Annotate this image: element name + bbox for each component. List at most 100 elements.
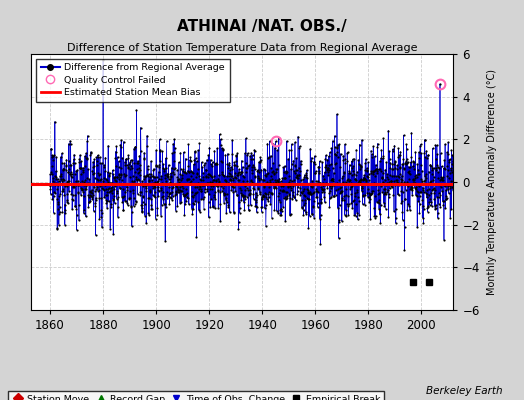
Point <box>334 154 342 161</box>
Point <box>178 174 186 181</box>
Point <box>68 184 77 190</box>
Point <box>336 189 344 196</box>
Point <box>188 168 196 175</box>
Point <box>268 169 277 176</box>
Point <box>422 148 431 154</box>
Point <box>146 187 154 193</box>
Point <box>136 124 145 131</box>
Point <box>67 162 75 168</box>
Point <box>85 192 94 198</box>
Point <box>357 163 365 169</box>
Point <box>402 141 411 148</box>
Point <box>294 133 302 140</box>
Point <box>286 177 294 183</box>
Point <box>431 202 439 209</box>
Point <box>312 194 320 200</box>
Point <box>227 183 236 190</box>
Point <box>163 173 172 179</box>
Point <box>441 166 449 172</box>
Point <box>372 213 380 219</box>
Point <box>164 173 172 180</box>
Point <box>427 178 435 184</box>
Point <box>66 178 74 184</box>
Point <box>174 176 183 182</box>
Point <box>301 209 310 216</box>
Point <box>353 189 361 195</box>
Point <box>171 180 180 187</box>
Point <box>255 175 264 181</box>
Point <box>160 180 168 187</box>
Point <box>348 172 357 178</box>
Point <box>190 192 199 198</box>
Point <box>247 167 256 173</box>
Point <box>63 179 72 186</box>
Point <box>314 178 322 184</box>
Point <box>259 166 268 172</box>
Point <box>90 162 98 169</box>
Point <box>107 204 115 210</box>
Point <box>374 191 383 198</box>
Point <box>159 200 168 207</box>
Point <box>206 178 214 185</box>
Point <box>81 153 89 159</box>
Point <box>226 166 235 173</box>
Point <box>210 148 219 154</box>
Point <box>262 202 270 208</box>
Point <box>304 188 313 195</box>
Point <box>167 170 175 176</box>
Point <box>418 180 427 186</box>
Point <box>341 212 349 218</box>
Point <box>189 170 197 176</box>
Point <box>271 180 279 186</box>
Point <box>331 144 339 151</box>
Point <box>392 179 401 186</box>
Point <box>122 156 130 162</box>
Point <box>49 178 57 184</box>
Point <box>228 151 237 158</box>
Point <box>57 171 66 178</box>
Point <box>313 180 321 187</box>
Point <box>303 186 311 192</box>
Point <box>49 153 57 160</box>
Point <box>231 188 239 194</box>
Point <box>369 180 378 186</box>
Point <box>133 181 141 187</box>
Point <box>225 162 233 168</box>
Point <box>364 186 372 192</box>
Point <box>178 172 186 178</box>
Point <box>287 166 295 172</box>
Point <box>227 172 235 179</box>
Point <box>248 156 257 162</box>
Point <box>390 178 398 184</box>
Point <box>96 171 104 177</box>
Point <box>105 170 114 176</box>
Point <box>346 181 354 187</box>
Point <box>275 162 283 168</box>
Point <box>197 196 205 202</box>
Point <box>157 212 165 219</box>
Point <box>415 155 423 162</box>
Point <box>314 164 323 170</box>
Point <box>323 156 332 163</box>
Point <box>395 152 403 159</box>
Point <box>253 168 261 175</box>
Point <box>364 171 373 177</box>
Point <box>292 174 300 180</box>
Point <box>244 202 253 208</box>
Point <box>400 166 408 172</box>
Point <box>307 158 315 164</box>
Point <box>395 182 403 188</box>
Point <box>325 190 333 196</box>
Point <box>54 178 63 184</box>
Point <box>213 183 222 189</box>
Point <box>159 161 167 167</box>
Point <box>141 173 149 180</box>
Point <box>325 167 333 173</box>
Point <box>180 212 189 218</box>
Point <box>292 167 300 173</box>
Point <box>286 212 294 218</box>
Point <box>248 164 256 170</box>
Point <box>59 167 67 173</box>
Point <box>276 186 284 193</box>
Point <box>140 150 148 156</box>
